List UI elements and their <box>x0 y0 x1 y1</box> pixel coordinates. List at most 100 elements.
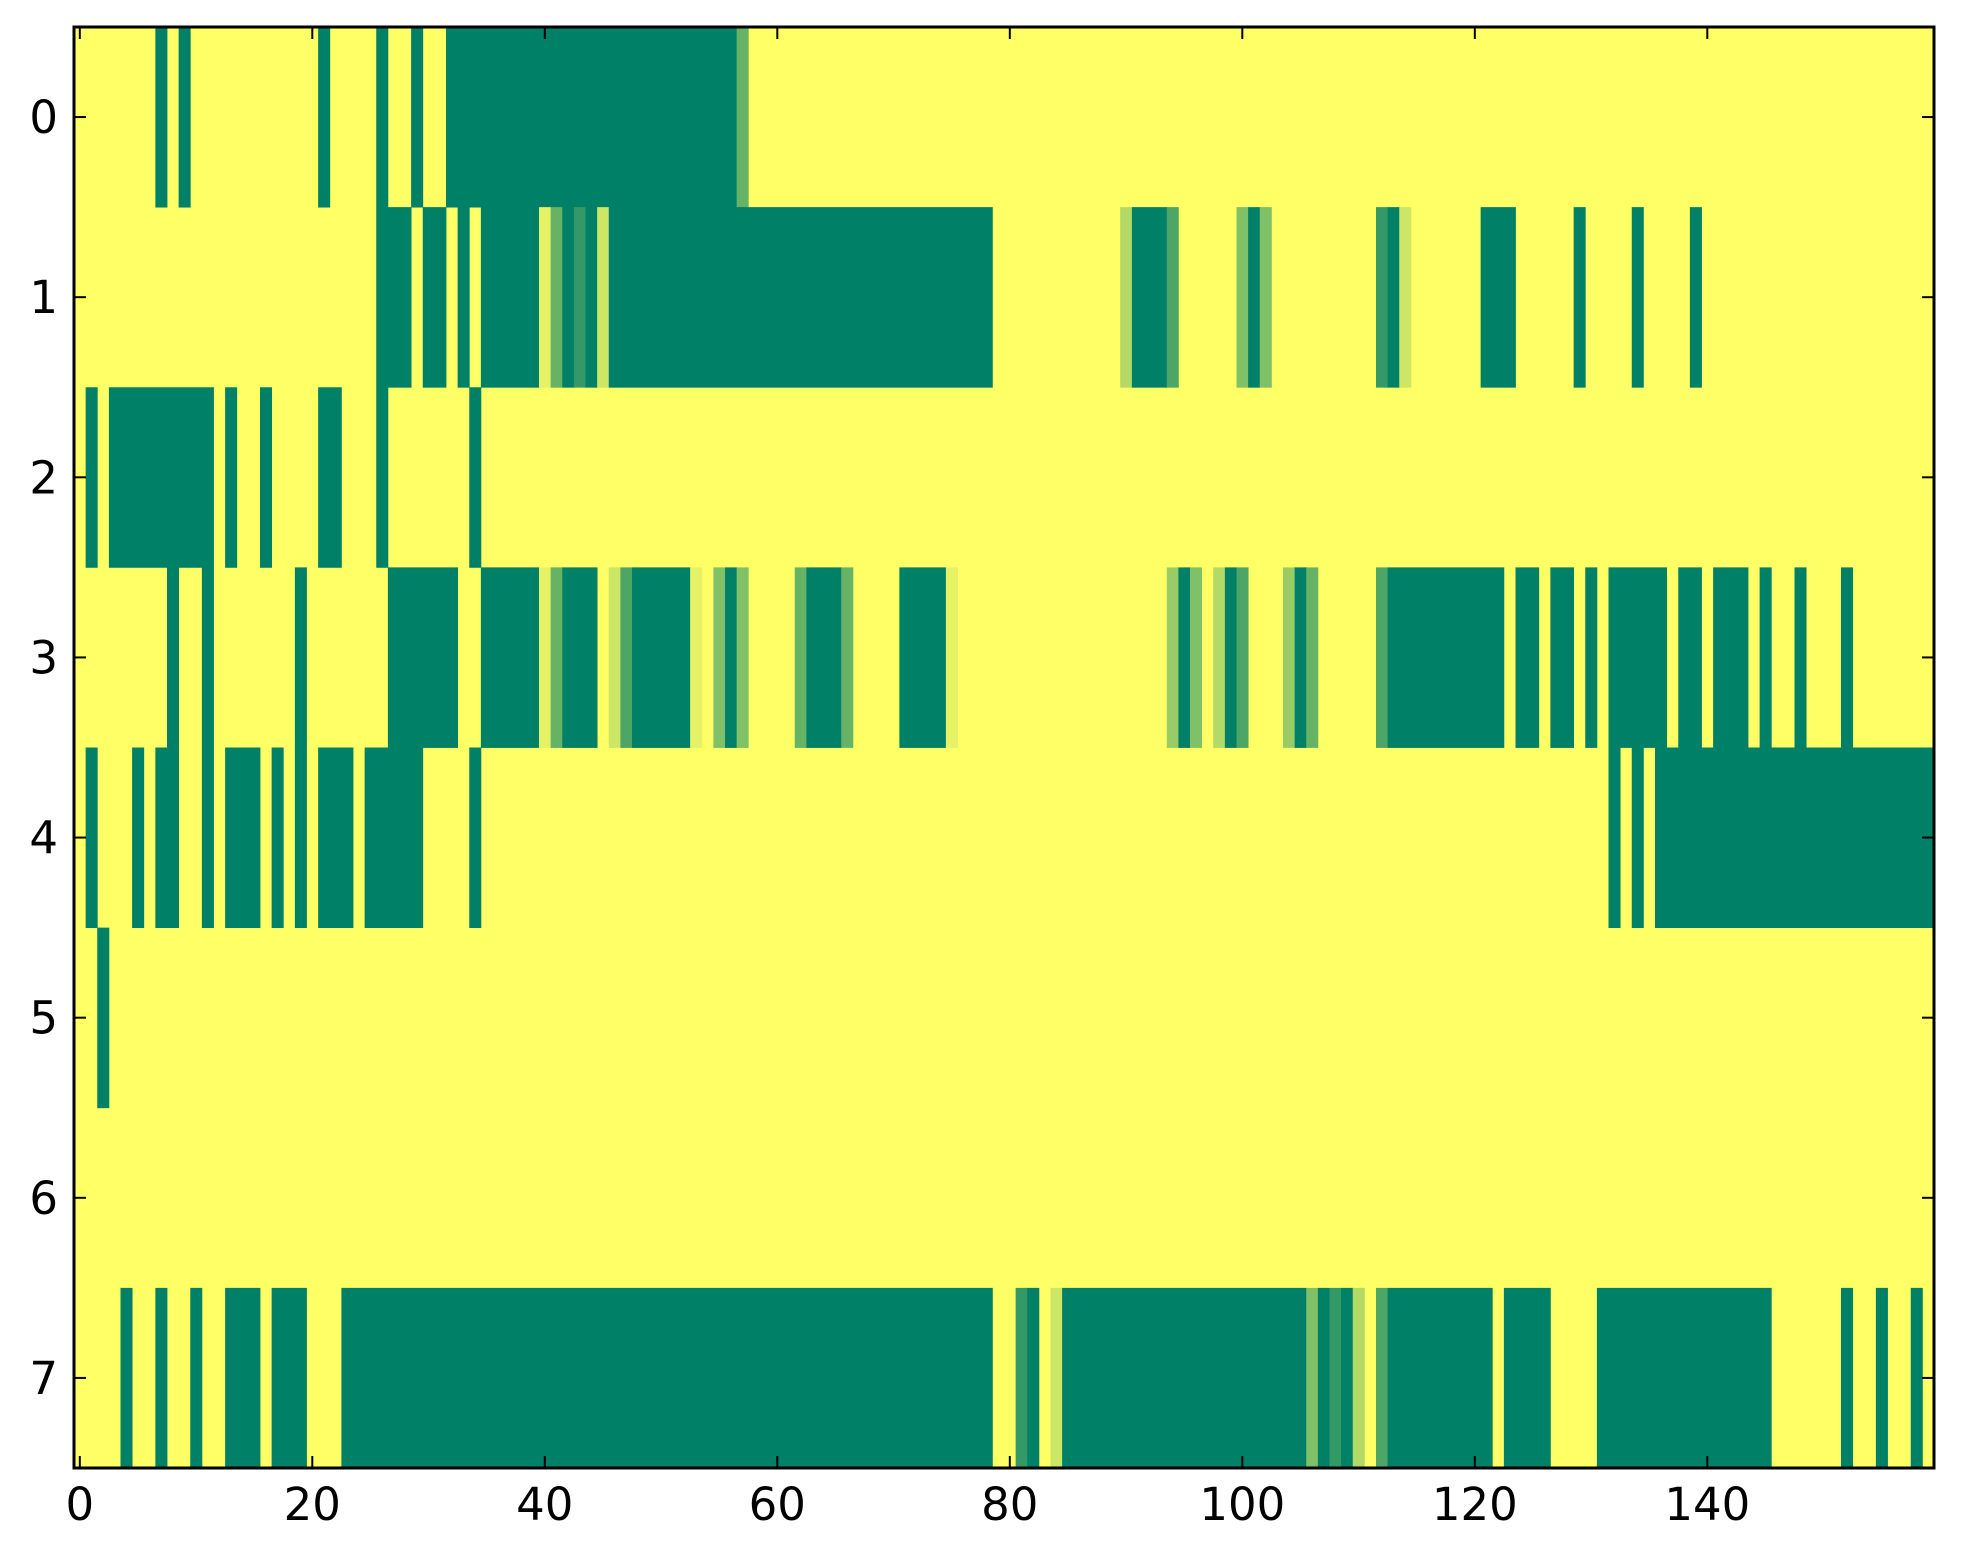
heatmap-cell <box>201 567 214 748</box>
y-axis: 0 1 2 3 4 5 6 7 <box>29 91 1934 1405</box>
heatmap-cell <box>85 747 98 929</box>
heatmap-cell <box>422 207 447 388</box>
heatmap-cell <box>1875 1287 1888 1469</box>
heatmap-cell <box>108 387 214 568</box>
heatmap-cell <box>562 567 598 748</box>
heatmap-cell <box>225 747 261 929</box>
heatmap-cell <box>632 567 691 748</box>
heatmap-cell <box>1376 567 1389 748</box>
heatmap-cell <box>1631 747 1644 929</box>
heatmap-cell <box>1317 1287 1330 1469</box>
heatmap-cell <box>480 207 540 388</box>
heatmap-cell <box>573 207 586 388</box>
heatmap-cell <box>713 567 726 748</box>
heatmap-cell <box>294 747 307 929</box>
heatmap-cell <box>97 927 110 1109</box>
heatmap-cell <box>1352 1287 1365 1469</box>
heatmap-cell <box>271 1287 307 1469</box>
heatmap-cell <box>1550 567 1575 748</box>
heatmap-cell <box>480 567 540 748</box>
heatmap-cell <box>1713 567 1749 748</box>
heatmap-cell <box>1585 567 1598 748</box>
y-tick-label: 5 <box>29 992 58 1045</box>
heatmap-cell <box>539 567 552 748</box>
x-tick-label: 100 <box>1199 1478 1285 1531</box>
heatmap-cell <box>225 1287 261 1469</box>
heatmap-cell <box>1283 567 1296 748</box>
x-tick-label: 20 <box>284 1478 341 1531</box>
heatmap-cell <box>178 27 191 208</box>
x-axis: 0 20 40 60 80 100 120 140 <box>65 27 1750 1531</box>
heatmap-cell <box>945 567 958 748</box>
heatmap-cell <box>1387 567 1505 748</box>
heatmap-cell <box>899 567 947 748</box>
heatmap-cell <box>1515 567 1540 748</box>
heatmap-cell <box>1841 1287 1854 1469</box>
heatmap-cell <box>260 387 273 568</box>
heatmap-cell <box>1190 567 1203 748</box>
heatmap-cell <box>1387 207 1400 388</box>
heatmap-cell <box>341 1287 993 1469</box>
heatmap-cell <box>446 27 738 208</box>
heatmap-cell <box>1050 1287 1063 1469</box>
plot-frame <box>72 25 1936 1470</box>
heatmap-cell <box>539 207 552 388</box>
heatmap-cell <box>1166 207 1179 388</box>
heatmap-cell <box>1608 747 1621 929</box>
heatmap-cell <box>387 567 459 748</box>
heatmap-cell <box>794 567 807 748</box>
heatmap-cell <box>550 567 563 748</box>
heatmap-cell <box>1120 207 1133 388</box>
heatmap-cell <box>562 207 575 388</box>
heatmap-cell <box>1608 567 1668 748</box>
x-tick-label: 140 <box>1664 1478 1750 1531</box>
y-tick-label: 4 <box>29 812 58 865</box>
heatmap-cell <box>469 747 482 929</box>
heatmap-cell <box>1631 207 1644 388</box>
heatmap-cell <box>550 207 563 388</box>
heatmap-cell <box>620 567 633 748</box>
heatmap-cell <box>1678 567 1702 748</box>
heatmap-cell <box>411 27 424 208</box>
heatmap-cell <box>725 567 738 748</box>
x-tick-label: 40 <box>516 1478 573 1531</box>
heatmap-cell <box>1213 567 1226 748</box>
heatmap-cells <box>74 27 1935 1469</box>
heatmap-cell <box>1306 567 1319 748</box>
heatmap-cell <box>1573 207 1586 388</box>
heatmap-cell <box>1027 1287 1040 1469</box>
heatmap-cell <box>1503 1287 1551 1469</box>
heatmap-cell <box>1759 567 1772 748</box>
heatmap-cell <box>155 27 168 208</box>
heatmap-cell <box>806 567 842 748</box>
heatmap-cell <box>597 207 610 388</box>
heatmap-cell <box>1480 207 1516 388</box>
y-tick-label: 2 <box>29 451 58 504</box>
heatmap-cell <box>190 1287 203 1469</box>
heatmap-cell <box>1166 567 1179 748</box>
x-tick-label: 0 <box>65 1478 94 1531</box>
heatmap-cell <box>294 567 307 748</box>
heatmap-cell <box>1236 567 1249 748</box>
heatmap-cell <box>225 387 238 568</box>
heatmap-cell <box>1294 567 1307 748</box>
heatmap-cell <box>1015 1287 1028 1469</box>
heatmap-cell <box>1248 207 1261 388</box>
y-tick-label: 1 <box>29 271 58 324</box>
heatmap-cell <box>1655 747 1935 929</box>
x-tick-label: 60 <box>749 1478 806 1531</box>
heatmap-cell <box>1306 1287 1319 1469</box>
heatmap-cell <box>1131 207 1168 388</box>
heatmap-cell <box>1794 567 1807 748</box>
x-tick-label: 120 <box>1432 1478 1518 1531</box>
heatmap-cell <box>1910 1287 1923 1469</box>
heatmap-cell <box>85 387 98 568</box>
heatmap-cell <box>1178 567 1191 748</box>
heatmap-cell <box>1596 1287 1772 1469</box>
heatmap-cell <box>1399 207 1412 388</box>
heatmap-cell <box>736 567 749 748</box>
heatmap-cell <box>1236 207 1249 388</box>
heatmap-cell <box>376 207 412 388</box>
heatmap-cell <box>841 567 854 748</box>
